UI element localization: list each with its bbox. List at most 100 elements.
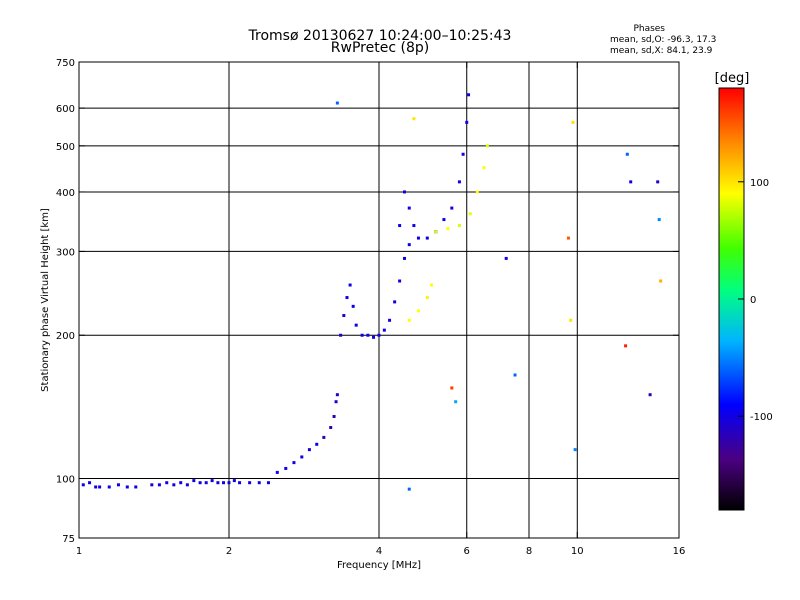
data-point [216,481,220,485]
data-point [425,296,429,300]
data-point [348,283,352,287]
data-point [407,318,411,322]
data-point [393,300,397,304]
data-point [513,373,517,377]
data-point [569,318,573,322]
y-tick-label: 500 [56,142,75,153]
data-point [571,120,575,124]
data-point [657,218,661,222]
data-point [467,93,471,97]
data-point [210,479,214,483]
data-point [284,466,288,470]
data-point [372,335,376,339]
data-point [624,344,628,348]
colorbar-tick-label: -100 [750,412,773,423]
y-tick-label: 400 [56,188,75,199]
data-point [360,333,364,337]
y-tick-label: 75 [62,534,75,545]
data-point [116,483,120,487]
data-point [425,236,429,240]
stats-line-o: mean, sd,O: -96.3, 17.3 [610,35,716,45]
data-point [345,296,349,300]
data-point [335,393,339,397]
data-point [351,304,355,308]
x-tick-label: 1 [76,546,82,557]
data-point [450,206,454,210]
y-axis-label: Stationary phase Virtual Height [km] [40,208,51,392]
colorbar-ticks: 100 0 -100 [738,178,773,423]
colorbar-tick-label: 0 [750,295,756,306]
data-point [482,166,486,170]
data-point [257,481,261,485]
data-point [275,470,279,474]
data-point [266,481,270,485]
data-point [407,243,411,247]
data-point [416,236,420,240]
data-point [475,190,479,194]
colorbar-tick-label: 100 [750,178,769,189]
data-point [198,481,202,485]
data-point [107,485,111,489]
data-point [300,455,304,459]
y-tick-label: 600 [56,104,75,115]
data-point [442,218,446,222]
data-point [248,481,252,485]
data-point [454,400,458,404]
data-point [81,483,85,487]
y-tick-label: 750 [56,58,75,69]
data-point [407,487,411,491]
colorbar-label: [deg] [715,71,750,86]
data-point [461,152,465,156]
data-point [629,180,633,184]
data-point [659,279,663,283]
data-point [412,117,416,121]
data-point [335,101,339,105]
grid [79,62,679,538]
data-point [232,479,236,483]
data-point [125,485,129,489]
data-point [412,224,416,228]
stats-heading: Phases [633,24,665,34]
x-axis-label: Frequency [MHz] [337,560,421,571]
data-point [407,206,411,210]
data-point [656,180,660,184]
data-point [446,227,450,231]
data-point [134,485,138,489]
data-point [342,314,346,318]
data-point [430,283,434,287]
data-point [366,333,370,337]
data-point [179,481,183,485]
y-tick-label: 300 [56,247,75,258]
data-point [625,152,629,156]
chart-subtitle: RwPretec (8p) [331,40,429,56]
data-point [398,224,402,228]
data-point [402,190,406,194]
data-point [94,485,98,489]
data-point [150,483,154,487]
x-tick-label: 10 [571,546,584,557]
data-point [222,481,226,485]
data-point [172,483,176,487]
data-point [566,236,570,240]
data-point [165,481,169,485]
data-point [329,425,333,429]
data-point [457,224,461,228]
data-point [227,481,231,485]
data-point [192,479,196,483]
x-tick-label: 2 [226,546,232,557]
axis-ticks: 1 2 4 6 8 10 16 75 100 200 300 400 500 600 750 [56,58,685,557]
data-point [648,393,652,397]
x-tick-label: 8 [526,546,532,557]
data-point [434,230,438,234]
data-point [416,309,420,313]
data-point [98,485,102,489]
data-point [573,448,577,452]
data-point [238,481,242,485]
data-point [354,323,358,327]
data-point [339,333,343,337]
data-point [307,448,311,452]
data-point [334,400,338,404]
data-point [292,461,296,465]
x-tick-label: 6 [464,546,470,557]
